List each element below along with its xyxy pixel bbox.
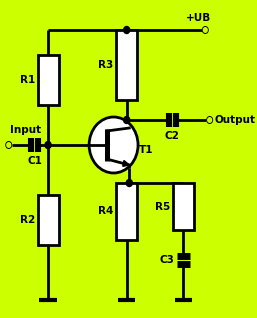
Circle shape	[207, 117, 212, 123]
Text: R1: R1	[20, 75, 35, 85]
Circle shape	[5, 141, 12, 149]
Bar	[173, 183, 194, 230]
Circle shape	[124, 116, 130, 123]
Bar	[38, 195, 59, 245]
Polygon shape	[123, 161, 129, 166]
Circle shape	[124, 26, 130, 33]
Text: R5: R5	[155, 202, 170, 211]
Text: R3: R3	[98, 60, 114, 70]
Text: Output: Output	[215, 115, 256, 125]
Circle shape	[202, 26, 209, 34]
Text: C2: C2	[165, 131, 180, 141]
Circle shape	[89, 117, 138, 173]
Circle shape	[203, 27, 208, 33]
Bar	[38, 55, 59, 105]
Text: C1: C1	[27, 156, 42, 166]
Circle shape	[206, 116, 213, 124]
Circle shape	[126, 179, 132, 186]
Text: R4: R4	[98, 206, 114, 217]
Bar	[116, 183, 137, 240]
Circle shape	[6, 142, 11, 148]
Text: C3: C3	[160, 255, 175, 265]
Text: R2: R2	[20, 215, 35, 225]
Bar	[116, 30, 137, 100]
Circle shape	[45, 142, 51, 149]
Text: +UB: +UB	[186, 13, 211, 23]
Text: T1: T1	[139, 145, 153, 155]
Text: Input: Input	[10, 125, 41, 135]
